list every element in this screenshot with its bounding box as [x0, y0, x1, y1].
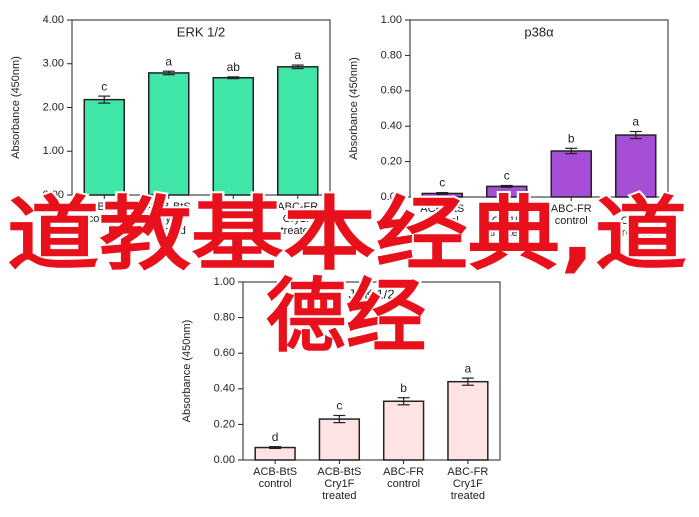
watermark-text: 道教基本经典,道 — [7, 188, 687, 281]
significance-label: c — [439, 176, 445, 190]
significance-label: d — [272, 430, 279, 444]
x-tick-label: treated — [451, 490, 485, 502]
watermark-text: 德经 — [266, 270, 426, 363]
significance-label: a — [632, 115, 639, 129]
y-tick-label: 0.80 — [214, 312, 235, 324]
significance-label: c — [101, 79, 107, 93]
x-tick-label: ACB-BtS — [147, 201, 191, 213]
bar — [318, 418, 361, 461]
x-tick-label: Cry1F — [621, 215, 651, 227]
bar — [615, 134, 657, 198]
bar — [148, 72, 190, 196]
significance-label: ab — [227, 60, 241, 74]
significance-label: a — [165, 54, 172, 68]
x-tick-label: ABC-FR — [383, 466, 424, 478]
x-tick-label: treated — [152, 225, 186, 237]
x-tick-label: ABC-FR — [447, 466, 488, 478]
x-tick-label: ACB-BtS — [82, 201, 126, 213]
bar — [277, 66, 319, 196]
y-tick-label: 0.00 — [43, 189, 64, 201]
bar — [254, 446, 296, 461]
significance-label: c — [336, 399, 342, 413]
significance-label: a — [465, 361, 472, 375]
x-tick-label: Cry1F — [453, 478, 483, 490]
x-tick-label: ABC-FR — [615, 203, 656, 215]
y-tick-label: 0.60 — [214, 347, 235, 359]
y-axis-title: Absorbance (450nm) — [181, 320, 193, 423]
y-tick-label: 0.80 — [381, 49, 402, 61]
significance-label: b — [568, 131, 575, 145]
x-tick-label: Cry1F — [154, 213, 184, 225]
y-tick-label: 0.20 — [214, 418, 235, 430]
y-tick-label: 0.40 — [381, 120, 402, 132]
bar — [83, 98, 125, 196]
error-bar — [500, 184, 513, 188]
bar — [382, 400, 425, 461]
y-tick-label: 4.00 — [43, 14, 64, 26]
error-bar — [291, 64, 304, 70]
x-tick-label: control — [88, 213, 121, 225]
x-tick-label: control — [555, 215, 588, 227]
x-tick-label: treated — [322, 490, 356, 502]
error-bar — [397, 397, 410, 406]
error-bar — [629, 130, 642, 140]
x-tick-label: Cry1F — [324, 478, 354, 490]
x-tick-label: treated — [619, 227, 653, 239]
y-tick-label: 0.00 — [214, 454, 235, 466]
y-tick-label: 0.60 — [381, 85, 402, 97]
x-tick-label: control — [387, 478, 420, 490]
x-tick-label: control — [259, 478, 292, 490]
significance-label: a — [294, 48, 301, 62]
y-tick-label: 0.20 — [381, 156, 402, 168]
error-bar — [162, 70, 175, 76]
x-tick-label: Cry1F — [283, 213, 313, 225]
error-bar — [461, 377, 474, 386]
x-tick-label: treated — [490, 227, 524, 239]
y-axis-title: Absorbance (450nm) — [348, 57, 360, 160]
x-tick-label: ABC-FR — [213, 201, 254, 213]
plot-frame — [71, 19, 331, 196]
x-tick-label: ACB-BtS — [317, 466, 361, 478]
y-tick-label: 3.00 — [43, 58, 64, 70]
significance-label: b — [400, 381, 407, 395]
plot-frame — [242, 281, 501, 461]
x-tick-label: ABC-FR — [551, 203, 592, 215]
bar — [447, 380, 489, 461]
x-tick-label: treated — [281, 225, 315, 237]
x-tick-label: ACB-BtS — [420, 203, 464, 215]
y-tick-label: 1.00 — [214, 276, 235, 288]
x-tick-label: ACB-BtS — [253, 466, 297, 478]
significance-label: c — [504, 169, 510, 183]
chart-title: ERK 1/2 — [177, 24, 225, 39]
bar — [212, 77, 254, 196]
error-bar — [436, 191, 449, 195]
x-tick-label: control — [426, 215, 459, 227]
plot-frame — [409, 19, 669, 198]
y-tick-label: 0.40 — [214, 383, 235, 395]
x-tick-label: Cry1F — [492, 215, 522, 227]
error-bar — [565, 147, 578, 155]
y-tick-label: 2.00 — [43, 101, 64, 113]
error-bar — [98, 95, 111, 104]
x-tick-label: ACB-BtS — [485, 203, 529, 215]
y-tick-label: 0.00 — [381, 191, 402, 203]
error-bar — [333, 414, 346, 424]
y-tick-label: 1.00 — [43, 145, 64, 157]
x-tick-label: control — [217, 213, 250, 225]
y-axis-title: Absorbance (450nm) — [10, 56, 22, 159]
chart-title: p38α — [524, 24, 554, 39]
error-bar — [227, 76, 240, 80]
chart-title: JNK 1/2 — [348, 286, 394, 301]
bar — [550, 150, 592, 198]
y-tick-label: 1.00 — [381, 14, 402, 26]
error-bar — [269, 446, 282, 450]
x-tick-label: ABC-FR — [277, 201, 318, 213]
